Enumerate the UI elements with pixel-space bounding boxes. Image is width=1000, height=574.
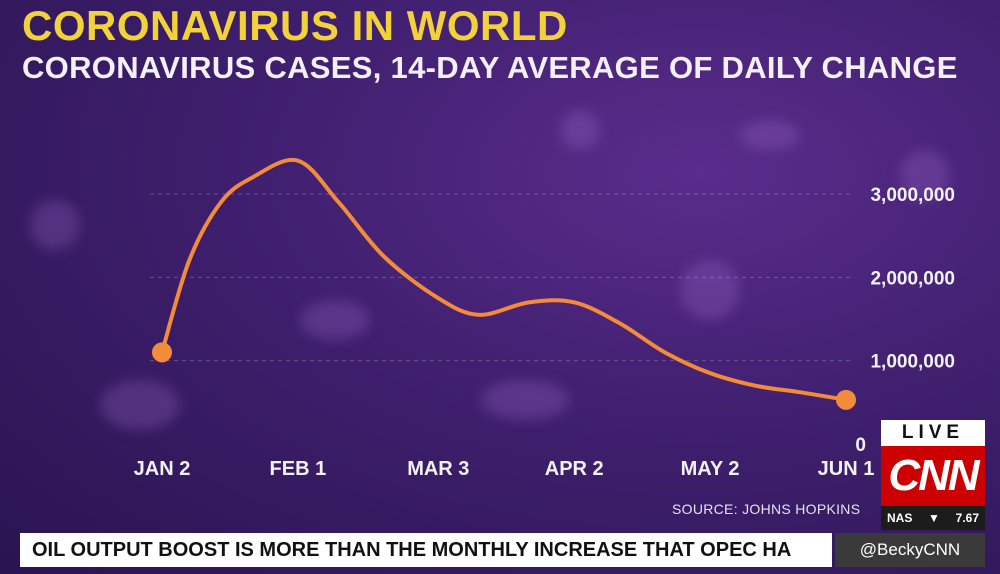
- x-tick-label: MAR 3: [407, 458, 469, 480]
- x-tick-label: APR 2: [545, 458, 604, 480]
- market-down-arrow-icon: ▼: [928, 511, 940, 525]
- anchor-handle: @BeckyCNN: [835, 533, 985, 567]
- start-point-marker: [152, 342, 172, 363]
- chart-subtitle: CORONAVIRUS CASES, 14-DAY AVERAGE OF DAI…: [22, 50, 958, 85]
- market-value: 7.67: [955, 511, 979, 525]
- chart-title: CORONAVIRUS IN WORLD: [22, 2, 568, 49]
- y-tick-label: 2,000,000: [870, 268, 955, 289]
- x-tick-label: JUN 1: [818, 458, 875, 480]
- x-tick-label: JAN 2: [134, 458, 191, 480]
- y-tick-label: 1,000,000: [870, 352, 955, 373]
- market-ticker: NAS ▼ 7.67: [881, 506, 985, 530]
- x-tick-label: FEB 1: [270, 458, 327, 480]
- news-ticker: OIL OUTPUT BOOST IS MORE THAN THE MONTHL…: [20, 533, 832, 567]
- source-note: SOURCE: JOHNS HOPKINS: [672, 501, 861, 517]
- network-bug: LIVE CNN NAS ▼ 7.67: [881, 420, 985, 530]
- y-tick-label: 0: [855, 435, 866, 456]
- x-tick-label: MAY 2: [681, 458, 740, 480]
- end-point-marker: [836, 389, 856, 410]
- y-tick-label: 3,000,000: [870, 185, 955, 206]
- market-name: NAS: [887, 511, 913, 525]
- series-line: [160, 157, 848, 402]
- cnn-logo: CNN: [881, 446, 985, 506]
- live-badge: LIVE: [881, 420, 985, 446]
